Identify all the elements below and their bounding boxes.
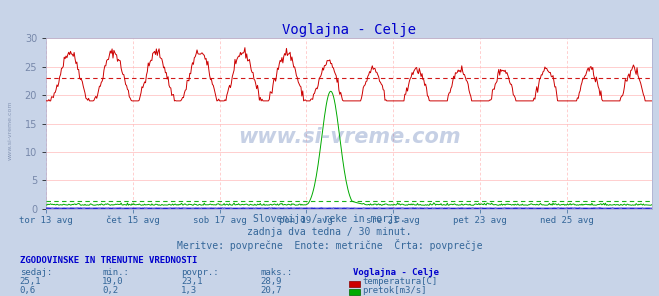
Text: 25,1: 25,1 (20, 277, 42, 286)
Text: temperatura[C]: temperatura[C] (362, 277, 438, 286)
Text: www.si-vreme.com: www.si-vreme.com (238, 127, 461, 147)
Text: maks.:: maks.: (260, 268, 293, 277)
Text: pretok[m3/s]: pretok[m3/s] (362, 286, 427, 295)
Text: sedaj:: sedaj: (20, 268, 52, 277)
Text: 19,0: 19,0 (102, 277, 124, 286)
Text: povpr.:: povpr.: (181, 268, 219, 277)
Text: Slovenija / reke in morje.: Slovenija / reke in morje. (253, 214, 406, 224)
Text: www.si-vreme.com: www.si-vreme.com (8, 100, 13, 160)
Text: 20,7: 20,7 (260, 286, 282, 295)
Text: 23,1: 23,1 (181, 277, 203, 286)
Text: zadnja dva tedna / 30 minut.: zadnja dva tedna / 30 minut. (247, 227, 412, 237)
Text: 28,9: 28,9 (260, 277, 282, 286)
Text: Meritve: povprečne  Enote: metrične  Črta: povprečje: Meritve: povprečne Enote: metrične Črta:… (177, 239, 482, 251)
Text: Voglajna - Celje: Voglajna - Celje (353, 268, 439, 277)
Text: 1,3: 1,3 (181, 286, 197, 295)
Title: Voglajna - Celje: Voglajna - Celje (282, 23, 416, 37)
Text: min.:: min.: (102, 268, 129, 277)
Text: 0,6: 0,6 (20, 286, 36, 295)
Text: ZGODOVINSKE IN TRENUTNE VREDNOSTI: ZGODOVINSKE IN TRENUTNE VREDNOSTI (20, 256, 197, 266)
Text: 0,2: 0,2 (102, 286, 118, 295)
